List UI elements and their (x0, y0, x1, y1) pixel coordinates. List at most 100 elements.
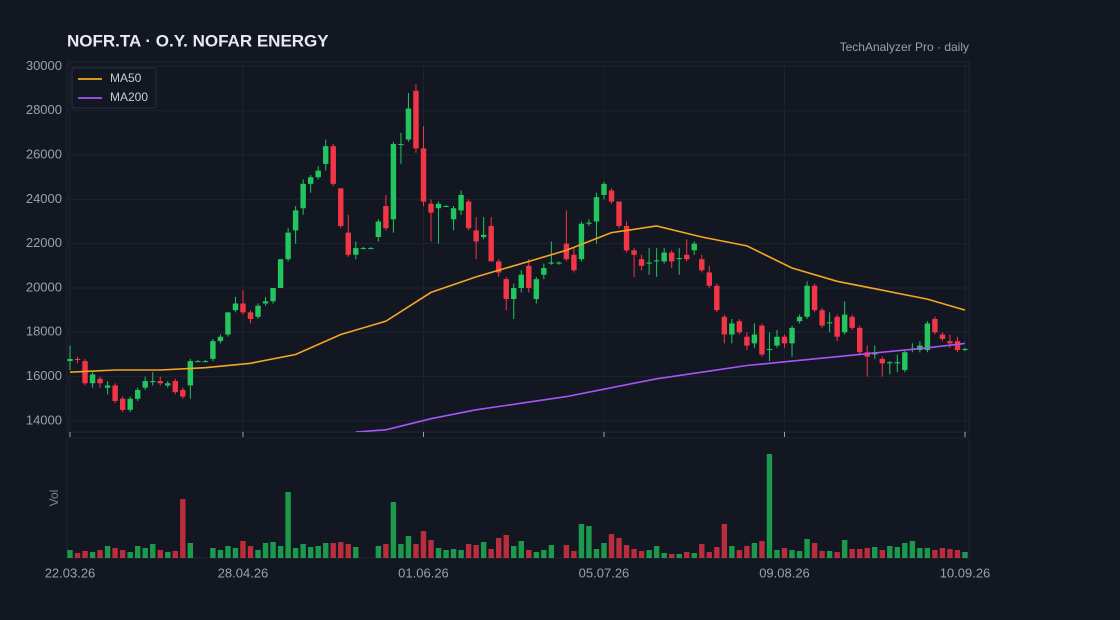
volume-bar (789, 550, 795, 558)
candle-body (894, 362, 901, 364)
volume-bar (939, 548, 946, 558)
volume-bar (593, 549, 600, 558)
volume-bar (315, 546, 321, 558)
y-tick-label: 16000 (26, 368, 62, 383)
candle-body (699, 259, 705, 271)
candle-body (962, 348, 968, 351)
candle-body (172, 381, 179, 393)
volume-bar (157, 550, 163, 558)
volume-bar (616, 538, 622, 558)
volume-bar (541, 550, 547, 558)
volume-bar (465, 544, 472, 558)
volume-bar (232, 548, 239, 558)
volume-bar (902, 543, 908, 558)
volume-bar (608, 534, 615, 558)
candle-body (285, 232, 291, 260)
volume-bar (300, 544, 306, 558)
volume-bar (684, 552, 690, 558)
candle-body (247, 312, 254, 320)
candle-body (774, 336, 780, 346)
candle-body (217, 336, 224, 342)
x-tick-label: 01.06.26 (398, 565, 449, 580)
candle-body (676, 258, 682, 260)
volume-bar (165, 552, 171, 558)
candle-body (360, 248, 367, 250)
volume-bar (548, 545, 555, 558)
candle-body (902, 352, 908, 370)
volume-bar (947, 549, 953, 558)
candle-body (759, 325, 765, 355)
candle-body (668, 252, 675, 262)
volume-bar (413, 544, 419, 558)
volume-bar (187, 543, 194, 558)
candle-body (947, 341, 953, 344)
candle-body (300, 183, 306, 209)
candle-body (323, 146, 329, 164)
candle-body (465, 201, 472, 229)
volume-bar (180, 499, 186, 558)
volume-bar (841, 540, 848, 558)
candle-body (887, 362, 893, 364)
legend-label: MA200 (110, 90, 148, 104)
candle-body (954, 341, 961, 351)
candle-body (623, 225, 630, 251)
candle-body (714, 285, 720, 311)
candle-body (646, 262, 652, 264)
candle-body (150, 381, 156, 383)
volume-bar (435, 548, 442, 558)
candles (67, 84, 968, 413)
volume-bar (127, 552, 133, 558)
volume-bar (714, 547, 720, 558)
grid (67, 62, 969, 437)
volume-bar (134, 546, 141, 558)
y-tick-label: 14000 (26, 412, 62, 427)
volume-bar (240, 541, 246, 558)
candle-body (480, 234, 487, 238)
volume-bar (668, 554, 675, 558)
x-tick-label: 28.04.26 (218, 565, 269, 580)
volume-bar (811, 543, 818, 558)
volume-bar (292, 548, 299, 558)
candle-body (255, 305, 261, 317)
volume-bar (375, 546, 382, 558)
candle-body (819, 310, 825, 326)
candle-body (556, 262, 562, 264)
candle-body (383, 206, 389, 229)
candle-body (277, 259, 284, 288)
volume-bar (751, 543, 758, 558)
candle-body (548, 262, 555, 264)
candle-body (232, 303, 239, 311)
volume-bar (894, 547, 901, 558)
candle-body (315, 170, 321, 178)
volume-bar (578, 524, 585, 558)
candle-body (932, 319, 938, 333)
volume-bar (323, 543, 329, 558)
volume-bar (112, 548, 118, 558)
candle-body (511, 287, 517, 300)
volume-bar (653, 546, 660, 558)
volume-bar (443, 550, 449, 558)
candle-body (97, 378, 103, 384)
candle-body (533, 279, 540, 300)
candle-body (127, 398, 133, 410)
candle-body (789, 327, 795, 344)
volume-bar (924, 548, 931, 558)
candle-body (939, 334, 946, 339)
volume-bar (495, 538, 502, 558)
volume-bar (428, 540, 434, 558)
candle-body (684, 254, 690, 260)
candle-body (330, 146, 336, 184)
volume-bar (119, 550, 126, 558)
candle-body (526, 265, 532, 288)
candle-body (74, 358, 81, 360)
volume-bars (67, 454, 968, 558)
volume-bar (450, 549, 457, 558)
volume-bar (774, 550, 780, 558)
volume-bar (104, 546, 111, 558)
volume-bar (172, 551, 179, 558)
volume-bar (819, 551, 825, 558)
volume-bar (398, 544, 404, 558)
candle-body (157, 381, 163, 384)
